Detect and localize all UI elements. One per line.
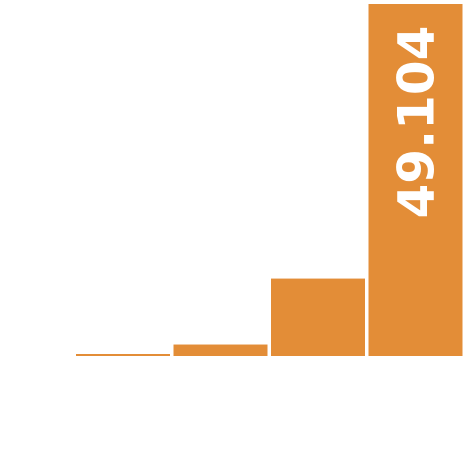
bar-3 (271, 278, 365, 356)
bar-2 (173, 344, 268, 356)
bars-group (76, 4, 463, 356)
bar-4 (368, 4, 463, 356)
bar-4-value-label: 49.104 (388, 26, 446, 219)
labels-group: 49.104 (388, 26, 446, 219)
bar-1 (76, 354, 170, 356)
